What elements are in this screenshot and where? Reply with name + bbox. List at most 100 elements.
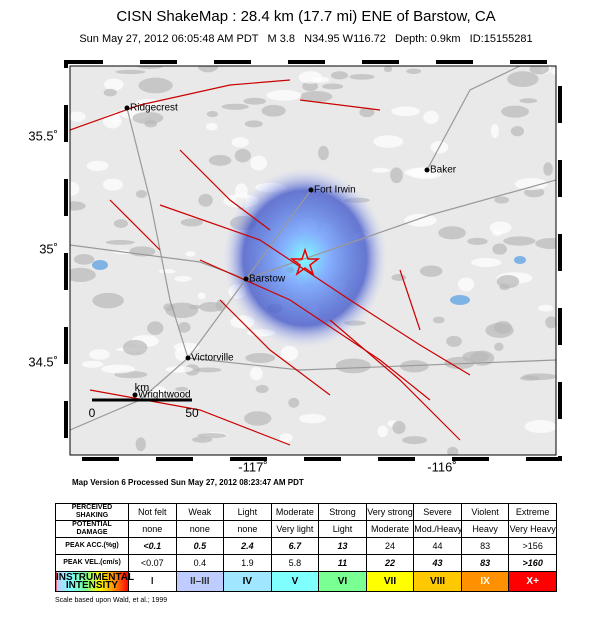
relief-patch — [195, 367, 222, 373]
city-label: Baker — [430, 165, 457, 176]
relief-patch — [81, 360, 104, 368]
relief-patch — [447, 446, 459, 455]
legend-cell: Not felt — [128, 503, 177, 521]
relief-patch — [174, 275, 192, 282]
relief-patch — [529, 66, 550, 75]
relief-patch — [503, 236, 536, 246]
relief-patch — [191, 436, 213, 443]
legend-cell: none — [223, 520, 272, 538]
legend-cell: Very Heavy — [508, 520, 557, 538]
relief-patch — [457, 277, 475, 292]
relief-patch — [485, 322, 514, 338]
relief-patch — [122, 339, 148, 356]
map-version: Map Version 6 Processed Sun May 27, 2012… — [72, 478, 304, 487]
relief-patch — [524, 420, 556, 434]
relief-patch — [86, 160, 109, 172]
relief-patch — [158, 269, 176, 274]
city-marker — [185, 355, 191, 361]
relief-patch — [279, 433, 293, 443]
legend-row: PERCEIVED SHAKING Not felt Weak Light Modera… — [55, 503, 557, 521]
legend-row: PEAK VEL.(cm/s) <0.07 0.4 1.9 5.8 11 22 43 83 >16… — [55, 554, 557, 572]
relief-patch — [103, 88, 117, 97]
relief-patch — [543, 162, 553, 176]
title: CISN ShakeMap : 28.4 km (17.7 mi) ENE of… — [116, 8, 495, 25]
relief-patch — [492, 230, 503, 236]
relief-patch — [70, 181, 80, 196]
epicenter — [289, 247, 321, 277]
scale-bar: km 0 50 — [89, 382, 199, 420]
map-figure: CISN ShakeMap : 28.4 km (17.7 mi) ENE of… — [28, 8, 562, 487]
intensity-legend: PERCEIVED SHAKING Not felt Weak Light Modera… — [55, 503, 557, 592]
legend-cell: Violent — [460, 503, 510, 521]
relief-patch — [137, 66, 163, 69]
legend-cell: X+ — [508, 571, 557, 592]
map-frame — [69, 65, 557, 456]
relief-patch — [390, 167, 403, 184]
relief-patch — [318, 145, 329, 161]
city-label: Ridgecrest — [130, 103, 178, 114]
relief-patch — [280, 345, 299, 361]
cities: Ridgecrest Fort Irwin Baker Barstow Victorvi… — [124, 103, 457, 401]
relief-patch — [423, 110, 439, 124]
relief-patch — [101, 364, 136, 374]
legend-cell: none — [128, 520, 177, 538]
legend-cell: 13 — [318, 537, 367, 555]
map-border — [64, 60, 562, 461]
relief-patch — [173, 342, 200, 352]
relief-patch — [519, 98, 538, 104]
relief-patch — [446, 335, 462, 347]
relief-patch — [330, 71, 349, 80]
relief-patch — [206, 111, 219, 118]
roads — [70, 66, 556, 431]
row-label: INSTRUMENTAL INTENSITY — [55, 571, 135, 592]
relief-patch — [373, 135, 404, 148]
legend-cell: Very strong — [365, 503, 415, 521]
legend-cell: Weak — [175, 503, 225, 521]
city-label: Victorville — [191, 353, 234, 364]
relief-patch — [510, 126, 525, 137]
relief-patch — [302, 81, 319, 92]
relief-patch — [231, 137, 249, 148]
relief-patch — [199, 302, 223, 312]
relief-patch — [490, 123, 499, 139]
legend-cell: 43 — [413, 554, 462, 572]
legend-cell: none — [175, 520, 225, 538]
relief-patch — [70, 111, 86, 122]
legend-cell: IV — [223, 571, 272, 592]
relief-patch — [243, 97, 267, 105]
legend-cell: 22 — [365, 554, 415, 572]
city-label: Barstow — [249, 274, 286, 285]
relief-patch — [522, 373, 556, 381]
legend-cell: V — [270, 571, 320, 592]
legend-cell: Heavy — [460, 520, 510, 538]
relief-patch — [197, 66, 219, 73]
subtitle: Sun May 27, 2012 06:05:48 AM PDT M 3.8 N… — [79, 33, 532, 45]
relief-patch — [132, 111, 164, 124]
scale-start: 0 — [89, 406, 96, 420]
relief-patch — [538, 304, 553, 312]
relief-patch — [489, 221, 512, 234]
legend-cell: 83 — [460, 554, 510, 572]
relief-patch — [115, 69, 146, 75]
relief-patch — [138, 77, 173, 94]
relief-patch — [180, 218, 203, 227]
relief-patch — [438, 226, 466, 240]
relief-patch — [377, 425, 388, 438]
lat-label: 34.5˚ — [28, 354, 58, 369]
legend-cell: Light — [318, 520, 367, 538]
legend-cell: Mod./Heavy — [413, 520, 462, 538]
legend-cell: 2.4 — [223, 537, 272, 555]
city-marker — [243, 276, 249, 282]
relief-patch — [261, 104, 286, 117]
legend-cell: Moderate — [365, 520, 415, 538]
relief-patch — [178, 322, 191, 333]
legend-cell: Moderate — [270, 503, 320, 521]
city-marker — [308, 187, 314, 193]
relief-patch — [92, 292, 124, 309]
legend-cell: VIII — [413, 571, 462, 592]
relief-patch — [175, 386, 189, 392]
relief-patch — [444, 356, 475, 370]
lakes — [92, 256, 526, 305]
legend-cell: 11 — [318, 554, 367, 572]
legend-row: INSTRUMENTAL INTENSITY I II–III IV V VI VII VII… — [55, 571, 557, 592]
